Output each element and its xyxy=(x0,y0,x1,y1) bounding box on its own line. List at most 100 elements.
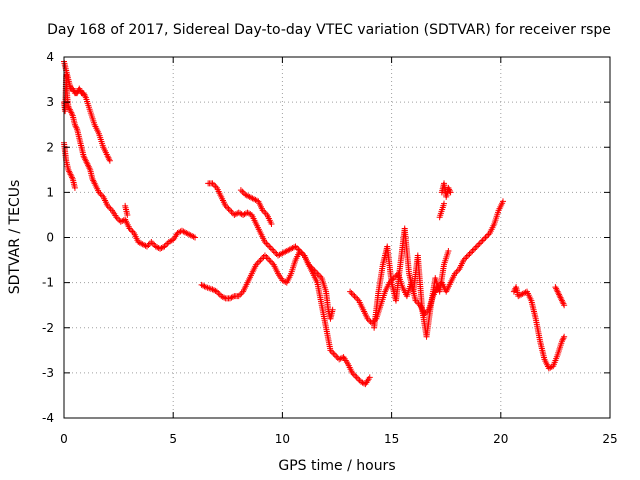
data-point xyxy=(269,246,276,253)
x-tick-label: 15 xyxy=(384,432,399,446)
data-point xyxy=(256,258,263,265)
data-point xyxy=(228,294,235,301)
chart-title: Day 168 of 2017, Sidereal Day-to-day VTE… xyxy=(47,22,611,38)
x-tick-label: 5 xyxy=(169,432,177,446)
data-point xyxy=(239,188,246,195)
series-track-8 xyxy=(347,198,506,327)
data-points xyxy=(61,58,568,388)
data-point xyxy=(142,242,149,249)
data-point xyxy=(149,240,156,247)
data-point xyxy=(481,236,488,243)
data-point xyxy=(447,189,454,196)
data-point xyxy=(229,293,236,300)
data-point xyxy=(476,240,483,247)
series-track-9 xyxy=(371,225,452,340)
data-point xyxy=(264,242,271,249)
data-point xyxy=(201,283,208,290)
data-point xyxy=(192,234,199,241)
y-tick-label: 1 xyxy=(46,185,54,199)
data-point xyxy=(237,187,244,194)
y-tick-label: 0 xyxy=(46,231,54,245)
x-axis-label: GPS time / hours xyxy=(278,458,395,474)
data-point xyxy=(210,181,217,188)
data-point xyxy=(499,198,506,205)
data-point xyxy=(330,350,337,357)
data-point xyxy=(257,257,264,264)
data-point xyxy=(226,207,233,214)
series-track-12 xyxy=(510,284,568,372)
data-point xyxy=(71,184,78,191)
data-point xyxy=(259,255,266,262)
data-point xyxy=(331,351,338,358)
data-point xyxy=(561,333,568,340)
x-tick-label: 20 xyxy=(493,432,508,446)
data-point xyxy=(352,294,359,301)
series-track-4 xyxy=(122,202,131,218)
data-point xyxy=(266,257,273,264)
data-point xyxy=(106,157,113,164)
data-point xyxy=(348,290,355,297)
data-point xyxy=(467,249,474,256)
data-point xyxy=(351,293,358,300)
y-tick-label: -1 xyxy=(42,276,54,290)
data-point xyxy=(221,294,228,301)
data-point xyxy=(267,258,274,265)
data-point xyxy=(225,205,232,212)
data-point xyxy=(353,374,360,381)
data-point xyxy=(469,248,476,255)
series-track-10 xyxy=(438,180,454,200)
data-point xyxy=(347,288,354,295)
data-point xyxy=(470,246,477,253)
y-tick-label: -2 xyxy=(42,321,54,335)
series-track-11 xyxy=(436,200,448,221)
series-track-13 xyxy=(552,284,568,309)
data-point xyxy=(241,211,248,218)
axis-ticks: 0 5 10 15 20 25 -4 -3 -2 -1 0 1 2 3 4 xyxy=(42,50,618,446)
data-point xyxy=(148,239,155,246)
data-point xyxy=(263,254,270,261)
data-point xyxy=(339,354,346,361)
data-point xyxy=(352,372,359,379)
data-point xyxy=(360,380,367,387)
data-point xyxy=(483,232,490,239)
data-point xyxy=(261,252,268,259)
data-point xyxy=(482,234,489,241)
data-point xyxy=(266,243,273,250)
data-point xyxy=(479,237,486,244)
x-tick-label: 10 xyxy=(275,432,290,446)
data-point xyxy=(355,375,362,382)
series-track-7 xyxy=(237,187,275,227)
series-track-2 xyxy=(61,72,199,252)
y-axis-label: SDTVAR / TECUs xyxy=(7,180,23,295)
data-point xyxy=(350,291,357,298)
data-point xyxy=(466,251,473,258)
data-point xyxy=(267,245,274,252)
data-point xyxy=(478,239,485,246)
y-tick-label: -3 xyxy=(42,366,54,380)
series-track-6 xyxy=(205,180,373,388)
data-point xyxy=(270,248,277,255)
y-tick-label: 4 xyxy=(46,50,54,64)
data-point xyxy=(366,374,373,381)
data-point xyxy=(329,306,336,313)
data-point xyxy=(463,254,470,261)
data-point xyxy=(190,233,197,240)
data-point xyxy=(472,245,479,252)
data-point xyxy=(237,210,244,217)
data-point xyxy=(473,243,480,250)
grid xyxy=(64,57,610,418)
data-point xyxy=(264,255,271,262)
data-point xyxy=(124,211,131,218)
data-point xyxy=(291,244,298,251)
y-tick-label: 2 xyxy=(46,140,54,154)
x-tick-label: 0 xyxy=(60,432,68,446)
data-point xyxy=(559,336,566,343)
data-point xyxy=(475,242,482,249)
data-point xyxy=(237,291,244,298)
x-tick-label: 25 xyxy=(602,432,617,446)
data-point xyxy=(268,220,275,227)
y-tick-label: -4 xyxy=(42,411,54,425)
data-point xyxy=(561,302,568,309)
data-point xyxy=(245,210,252,217)
